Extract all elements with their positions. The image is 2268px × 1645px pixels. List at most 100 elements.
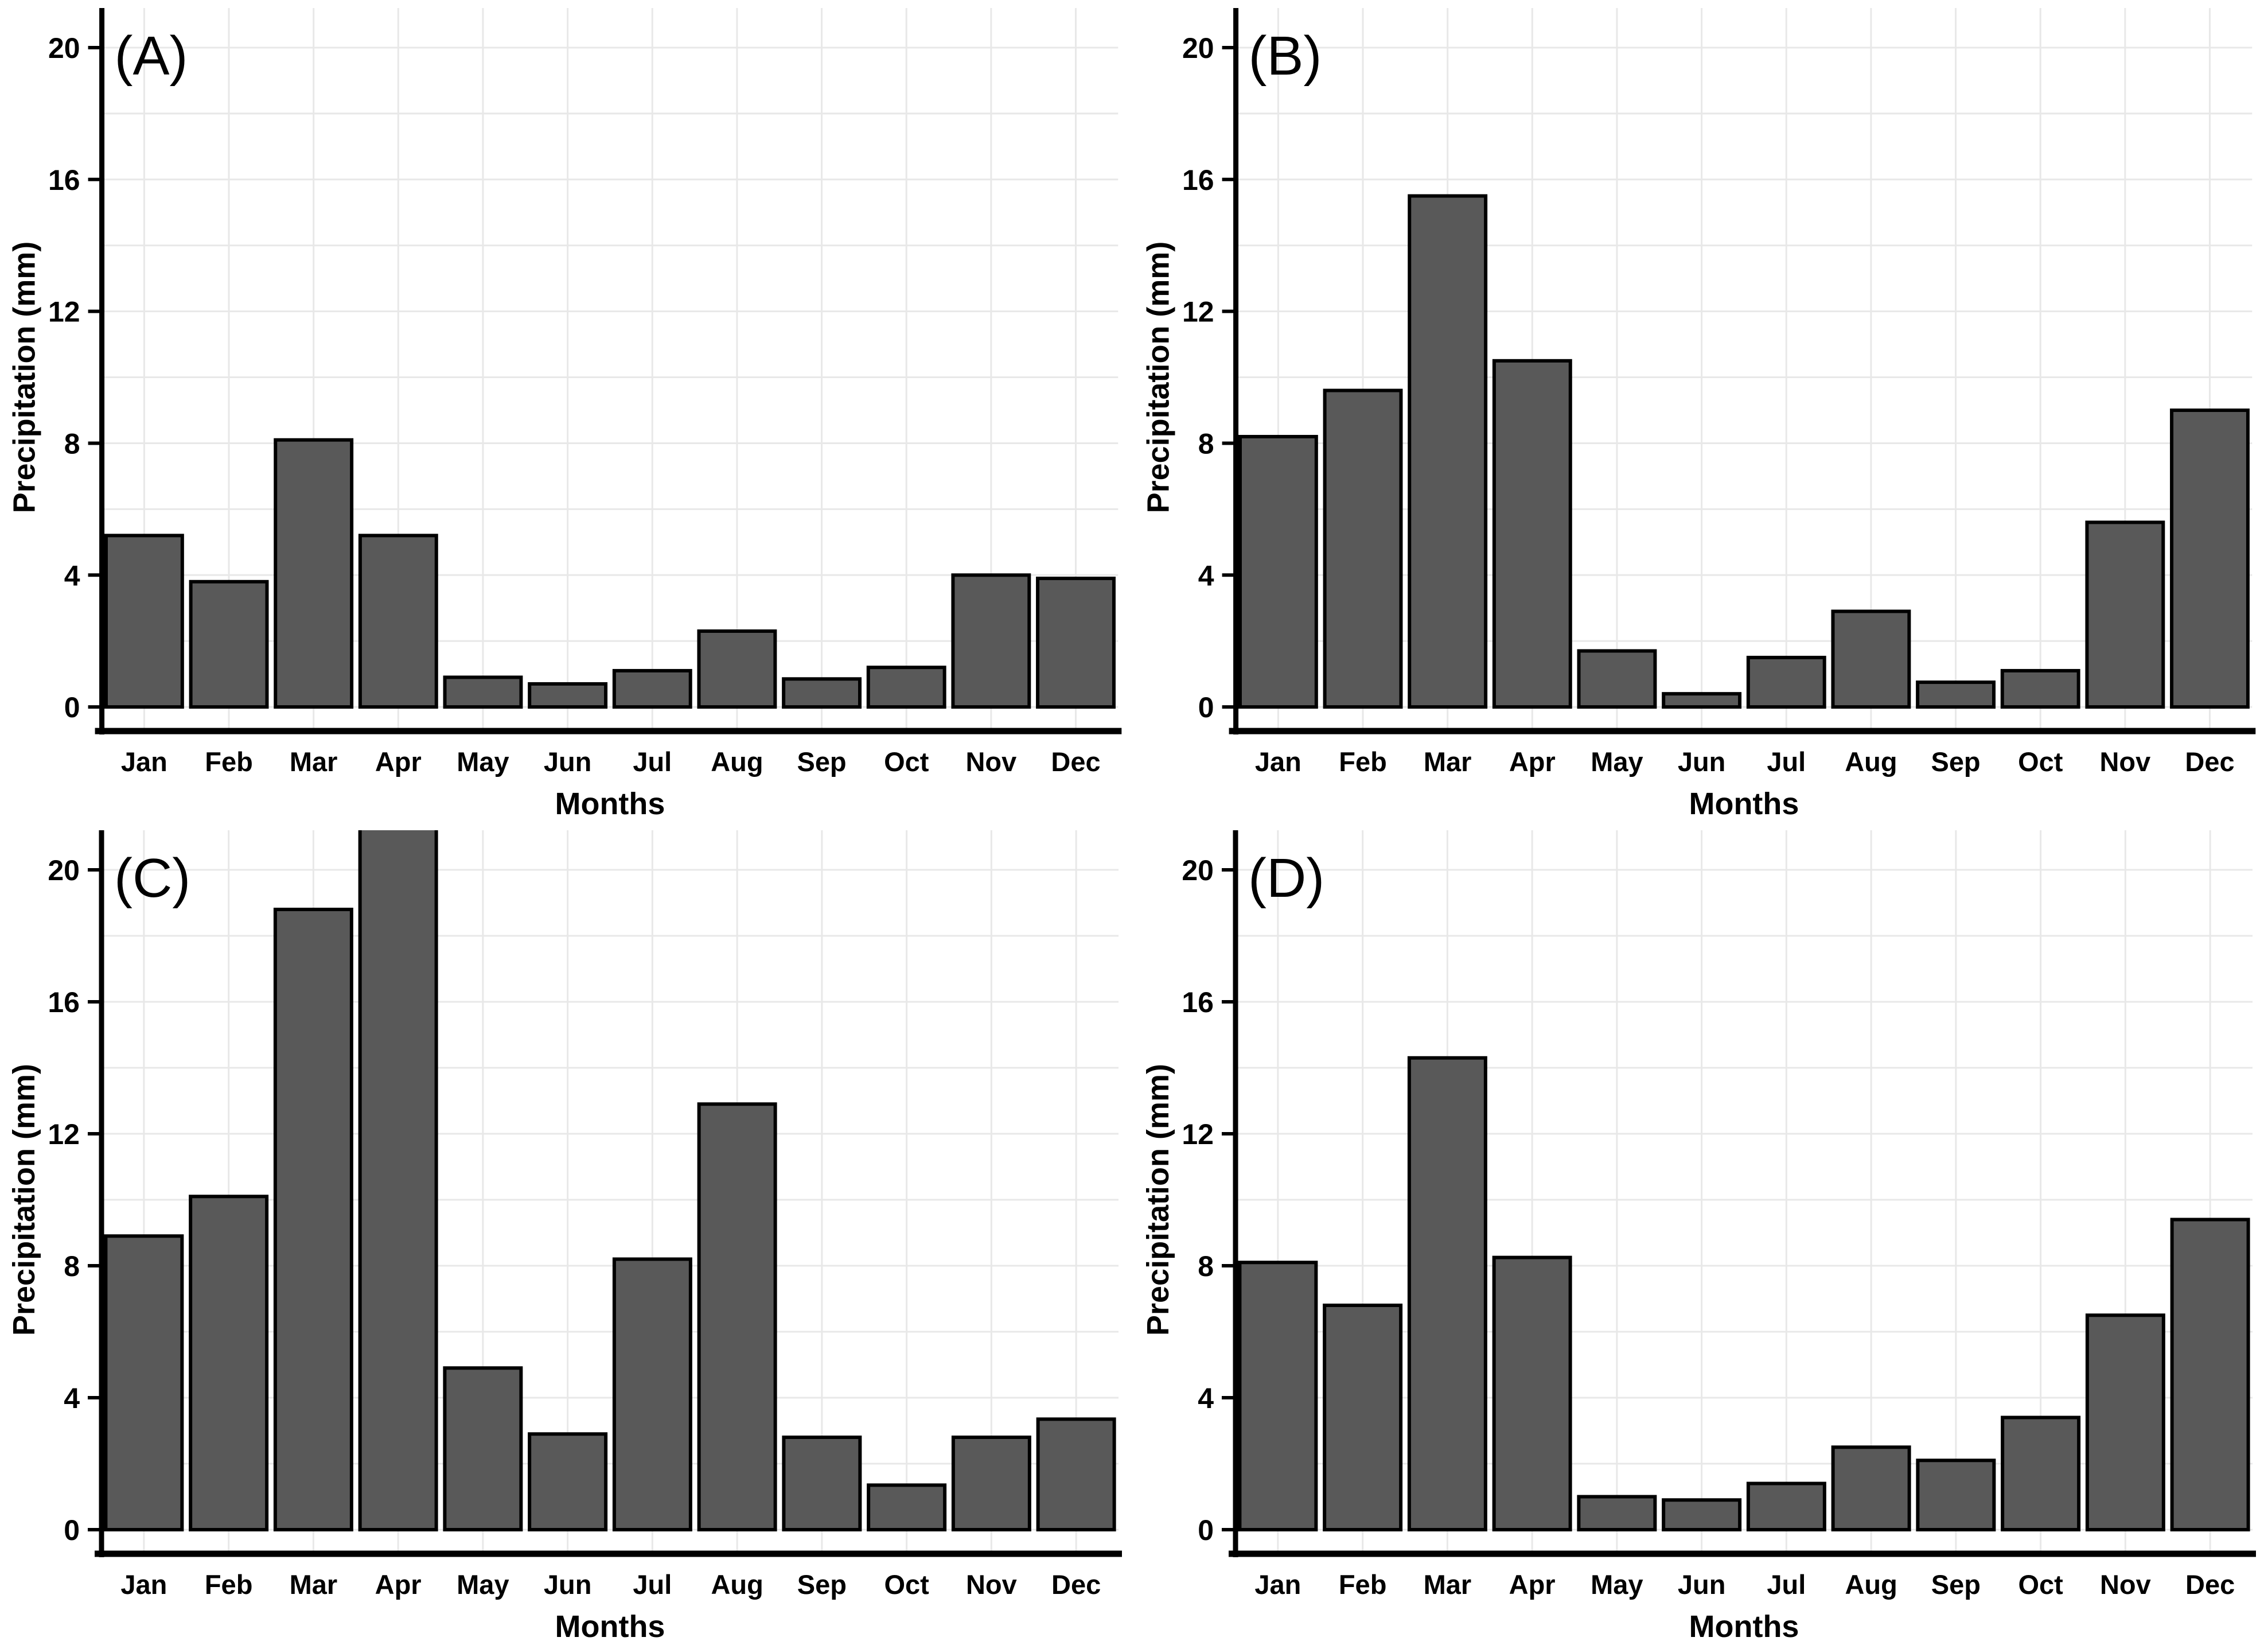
bar-d-dec xyxy=(2170,1218,2250,1531)
y-tick-label: 16 xyxy=(48,164,80,196)
bar-b-mar xyxy=(1408,194,1488,709)
y-axis-title: Precipitation (mm) xyxy=(1141,1064,1175,1336)
y-tick-label: 8 xyxy=(64,427,80,460)
x-tick-label-jul: Jul xyxy=(633,746,672,777)
bars-group xyxy=(1238,194,2250,709)
bar-a-jun xyxy=(528,682,608,709)
x-tick-label-dec: Dec xyxy=(2185,1569,2235,1600)
bar-b-apr xyxy=(1492,359,1572,709)
panel-a: 0 4 8 12 16 20 Jan Feb Mar Apr May Jun Jul Aug Sep Oct N… xyxy=(0,0,1134,822)
bar-d-mar xyxy=(1407,1056,1487,1531)
x-tick-label-mar: Mar xyxy=(1424,746,1472,777)
bar-a-aug xyxy=(697,629,777,709)
x-tick-label-nov: Nov xyxy=(2100,746,2151,777)
bars-group xyxy=(104,438,1116,709)
bar-d-feb xyxy=(1323,1304,1403,1531)
x-tick-label-aug: Aug xyxy=(711,1569,763,1600)
x-tick-label-dec: Dec xyxy=(2185,746,2234,777)
chart-svg-b: 0 4 8 12 16 20 Jan Feb Mar Apr May Jun Jul Aug Sep Oct N… xyxy=(1141,7,2256,821)
x-tick-label-mar: Mar xyxy=(1424,1569,1472,1600)
y-tick-label: 20 xyxy=(1182,32,1214,64)
x-tick-label-oct: Oct xyxy=(884,746,929,777)
bar-c-oct xyxy=(867,1483,947,1531)
axis-lines xyxy=(95,830,1122,1557)
bar-b-nov xyxy=(2085,520,2165,709)
bar-c-mar xyxy=(273,908,353,1531)
bar-b-aug xyxy=(1831,609,1911,709)
bar-c-may xyxy=(443,1366,523,1531)
x-tick-label-dec: Dec xyxy=(1051,746,1100,777)
axis-lines xyxy=(95,7,1122,735)
y-tick-label: 0 xyxy=(64,1514,80,1546)
bar-a-sep xyxy=(782,677,862,709)
y-tick-label: 4 xyxy=(1198,1382,1214,1414)
bar-b-sep xyxy=(1916,680,1996,709)
bar-a-oct xyxy=(866,666,946,709)
y-tick-label: 20 xyxy=(1182,854,1214,886)
bar-b-jan xyxy=(1238,434,1318,709)
x-tick-label-aug: Aug xyxy=(1845,746,1897,777)
panel-label-b: (B) xyxy=(1249,25,1322,87)
x-tick-label-feb: Feb xyxy=(1339,746,1386,777)
bar-d-oct xyxy=(2001,1415,2081,1531)
bar-b-oct xyxy=(2000,668,2080,709)
bar-d-jun xyxy=(1662,1498,1742,1531)
y-axis-title: Precipitation (mm) xyxy=(7,1064,41,1336)
x-tick-label-sep: Sep xyxy=(797,1569,847,1600)
panel-c: 0 4 8 12 16 20 Jan Feb Mar Apr May Jun Jul Aug Sep Oct N… xyxy=(0,822,1134,1645)
x-tick-label-feb: Feb xyxy=(1339,1569,1387,1600)
bar-b-jul xyxy=(1746,655,1826,709)
chart-svg-c: 0 4 8 12 16 20 Jan Feb Mar Apr May Jun Jul Aug Sep Oct N… xyxy=(7,830,1122,1644)
bar-a-jan xyxy=(104,534,184,709)
x-tick-label-may: May xyxy=(1591,746,1643,777)
bar-c-dec xyxy=(1036,1417,1116,1531)
x-tick-label-jan: Jan xyxy=(1254,1569,1301,1600)
x-tick-label-jan: Jan xyxy=(1255,746,1301,777)
chart-svg-d: 0 4 8 12 16 20 Jan Feb Mar Apr May Jun Jul Aug Sep Oct N… xyxy=(1141,830,2256,1644)
x-tick-label-nov: Nov xyxy=(2100,1569,2151,1600)
y-tick-label: 12 xyxy=(1182,1118,1214,1150)
chart-svg-a: 0 4 8 12 16 20 Jan Feb Mar Apr May Jun Jul Aug Sep Oct N… xyxy=(7,7,1122,821)
x-tick-label-oct: Oct xyxy=(884,1569,929,1600)
x-tick-label-apr: Apr xyxy=(375,746,422,777)
x-tick-label-jun: Jun xyxy=(544,746,591,777)
x-tick-label-feb: Feb xyxy=(205,1569,253,1600)
x-tick-label-sep: Sep xyxy=(797,746,847,777)
x-tick-label-may: May xyxy=(1591,1569,1643,1600)
panel-d: 0 4 8 12 16 20 Jan Feb Mar Apr May Jun Jul Aug Sep Oct N… xyxy=(1134,822,2268,1645)
x-tick-label-jun: Jun xyxy=(544,1569,592,1600)
y-axis-title: Precipitation (mm) xyxy=(1141,242,1176,514)
bar-d-jan xyxy=(1238,1261,1318,1531)
axis-lines xyxy=(1229,830,2256,1557)
bar-b-dec xyxy=(2170,409,2250,709)
bar-d-may xyxy=(1577,1495,1657,1531)
x-axis-title: Months xyxy=(1689,1609,1799,1644)
y-tick-label: 20 xyxy=(48,32,80,64)
y-tick-label: 0 xyxy=(64,691,80,724)
y-tick-label: 16 xyxy=(48,986,80,1018)
x-tick-label-may: May xyxy=(457,1569,509,1600)
y-tick-label: 8 xyxy=(1198,1250,1214,1282)
x-tick-label-jan: Jan xyxy=(121,746,167,777)
y-tick-label: 4 xyxy=(64,559,80,592)
x-axis-title: Months xyxy=(555,787,665,821)
bar-a-may xyxy=(443,675,523,709)
x-tick-label-mar: Mar xyxy=(290,746,337,777)
x-axis-title: Months xyxy=(555,1609,665,1644)
y-tick-label: 0 xyxy=(1198,691,1214,724)
y-tick-label: 4 xyxy=(1198,559,1214,592)
bar-d-nov xyxy=(2085,1313,2165,1531)
x-tick-label-jun: Jun xyxy=(1678,1569,1726,1600)
y-tick-label: 16 xyxy=(1182,164,1214,196)
x-tick-label-apr: Apr xyxy=(375,1569,422,1600)
y-tick-label: 8 xyxy=(1198,427,1214,460)
x-tick-label-apr: Apr xyxy=(1509,1569,1556,1600)
y-tick-label: 4 xyxy=(64,1382,80,1414)
bar-b-jun xyxy=(1662,692,1742,709)
y-axis-title: Precipitation (mm) xyxy=(7,242,42,514)
y-tick-label: 12 xyxy=(1182,296,1214,328)
y-tick-label: 16 xyxy=(1182,986,1214,1018)
panel-label-d: (D) xyxy=(1248,847,1324,909)
x-tick-label-dec: Dec xyxy=(1051,1569,1101,1600)
x-tick-label-jun: Jun xyxy=(1678,746,1725,777)
